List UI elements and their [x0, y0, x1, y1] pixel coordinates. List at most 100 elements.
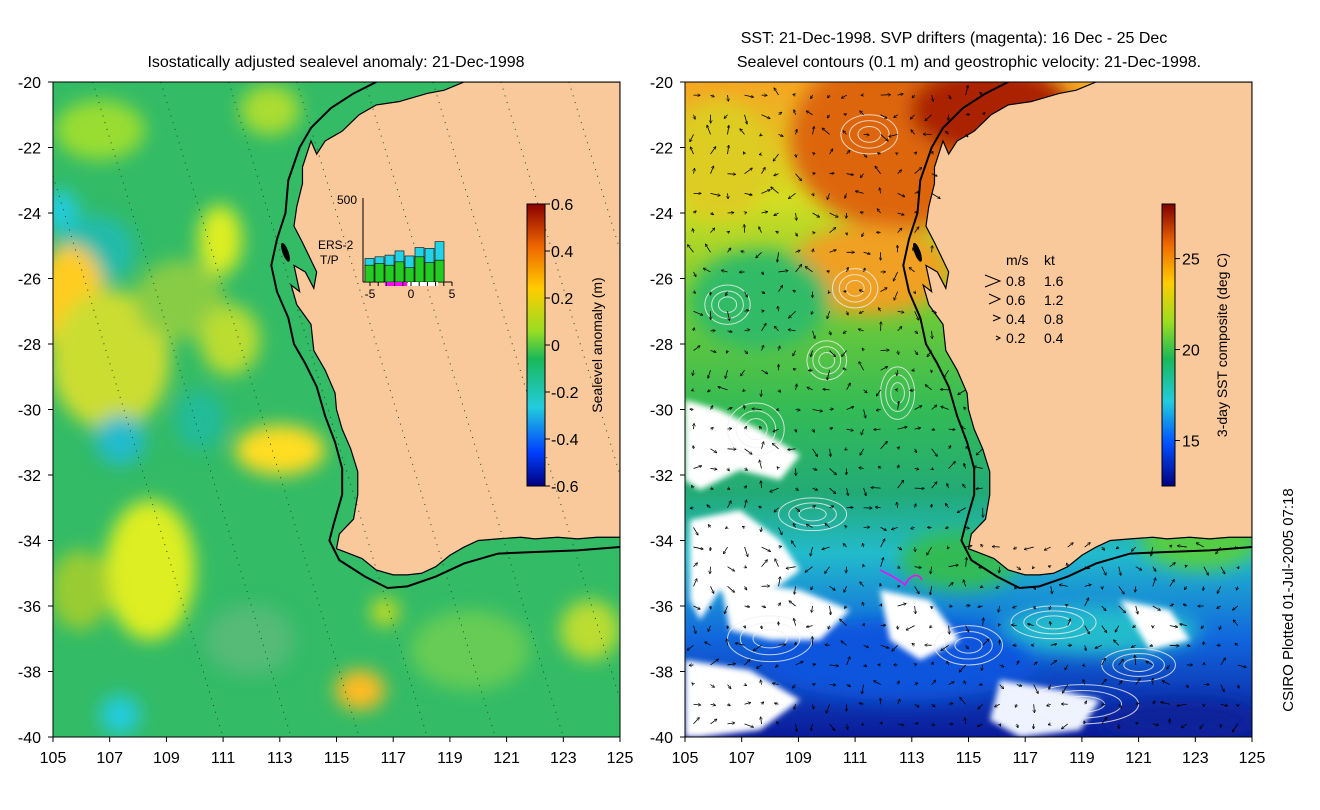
velocity-vector [1150, 645, 1153, 646]
velocity-vector [957, 507, 966, 513]
velocity-vector [859, 703, 864, 704]
velocity-vector [845, 193, 847, 198]
velocity-vector [966, 557, 967, 567]
velocity-vector [1101, 546, 1105, 550]
sealevel-contour [778, 497, 848, 532]
velocity-vector [897, 213, 904, 215]
velocity-vector [728, 145, 729, 155]
velocity-legend-ms-value: 0.6 [1006, 292, 1026, 308]
velocity-vector [796, 212, 797, 220]
velocity-vector [830, 448, 831, 457]
shelf-contour [270, 82, 620, 590]
velocity-vector [1232, 723, 1239, 732]
velocity-vector [931, 429, 935, 430]
velocity-vector [1084, 567, 1090, 569]
velocity-vector [1161, 702, 1170, 705]
sealevel-contour [880, 366, 916, 420]
velocity-vector [965, 645, 969, 648]
velocity-vector [947, 484, 949, 489]
velocity-legend-ms-value: 0.4 [1006, 311, 1026, 327]
velocity-vector [812, 330, 815, 339]
velocity-vector [813, 249, 814, 253]
velocity-vector [795, 250, 800, 252]
velocity-vector [880, 288, 887, 292]
velocity-vector [914, 212, 918, 213]
velocity-vector [744, 350, 748, 354]
velocity-vector [898, 350, 899, 355]
velocity-vector [1217, 586, 1222, 593]
velocity-vector [915, 605, 916, 614]
velocity-vector [959, 664, 966, 672]
left-panel-title: Isostatically adjusted sealevel anomaly:… [147, 54, 524, 71]
velocity-vector [876, 410, 881, 411]
velocity-vector [925, 114, 932, 121]
velocity-vector [1085, 701, 1087, 705]
velocity-vector [773, 428, 779, 432]
velocity-vector [897, 724, 904, 725]
velocity-vector [718, 387, 728, 391]
sla-colorbar-label: Sealevel anomaly (m) [589, 277, 605, 412]
velocity-vector [745, 427, 747, 430]
velocity-vector [774, 174, 779, 176]
velocity-legend-ms-value: 0.8 [1006, 273, 1026, 289]
velocity-vector [741, 369, 745, 376]
velocity-vector [743, 390, 745, 391]
velocity-vector [1216, 546, 1222, 554]
velocity-vector [1201, 626, 1204, 629]
velocity-vector [862, 724, 864, 725]
sealevel-contour [1036, 615, 1072, 630]
velocity-vector [941, 406, 949, 410]
velocity-vector [914, 406, 922, 410]
inset-ticks [369, 282, 453, 286]
velocity-vector [745, 486, 747, 488]
velocity-vector [998, 605, 999, 612]
velocity-vector [693, 625, 696, 634]
velocity-vector [932, 724, 935, 726]
velocity-vector [794, 586, 795, 594]
velocity-vector [1186, 645, 1190, 646]
velocity-vector [948, 583, 953, 587]
velocity-vector [946, 131, 949, 135]
velocity-vector [762, 702, 764, 704]
velocity-vector [881, 604, 882, 606]
velocity-vector [978, 703, 983, 709]
sealevel-contour [838, 274, 872, 303]
y-tick-label: -38 [650, 665, 673, 682]
velocity-vector [728, 704, 731, 705]
velocity-vector [1013, 606, 1017, 608]
velocity-vector [1170, 545, 1172, 547]
velocity-vector [856, 191, 864, 194]
credit-text: CSIRO Plotted 01-Jul-2005 07:18 [1280, 488, 1297, 711]
velocity-vector [930, 626, 932, 628]
inset-legend-tp: T/P [320, 253, 339, 267]
velocity-vector [744, 448, 752, 454]
inset-future-window [408, 282, 438, 286]
velocity-vector [880, 134, 888, 141]
velocity-vector [930, 566, 931, 574]
velocity-vector [844, 606, 846, 608]
velocity-vector [842, 94, 847, 98]
velocity-vector [979, 567, 983, 568]
velocity-vector [761, 717, 762, 724]
velocity-vector [694, 328, 695, 331]
velocity-vector [1062, 684, 1069, 693]
velocity-vector [1101, 625, 1107, 633]
velocity-vector [829, 149, 833, 155]
velocity-vector [711, 428, 714, 430]
velocity-vector [727, 639, 728, 646]
velocity-vector [1146, 662, 1153, 666]
velocity-legend-row: 0.4 0.8 [992, 311, 1064, 327]
sealevel-contour [954, 636, 983, 654]
velocity-vector [727, 248, 731, 253]
velocity-vector [773, 683, 779, 684]
velocity-vector [981, 544, 983, 547]
velocity-vector [1220, 704, 1228, 706]
velocity-vector [813, 684, 815, 685]
velocity-vector [1131, 645, 1136, 647]
velocity-vector [880, 350, 889, 351]
inset-tp-bar [374, 263, 385, 283]
velocity-vector [914, 723, 919, 724]
sealevel-contours [704, 114, 1176, 725]
velocity-vector [896, 153, 898, 154]
